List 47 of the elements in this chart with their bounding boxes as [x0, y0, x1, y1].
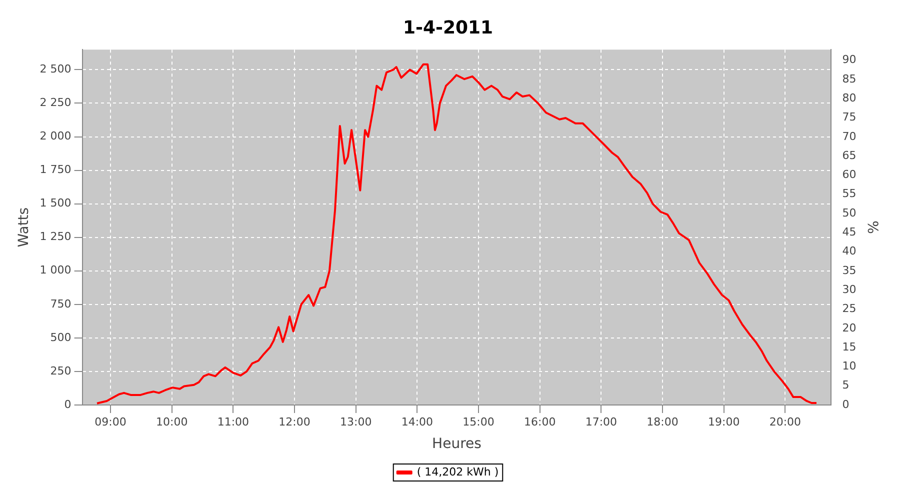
y2-tick-label: 55 [842, 187, 856, 200]
chart-title: 1-4-2011 [402, 17, 494, 38]
y-tick-label: 750 [50, 297, 72, 310]
y2-axis-title: % [864, 220, 880, 234]
y2-tick-label: 5 [842, 378, 850, 392]
x-tick-label: 10:00 [156, 415, 188, 428]
y2-tick-label: 90 [842, 53, 856, 66]
y2-tick-label: 40 [842, 244, 856, 258]
x-tick-label: 20:00 [769, 415, 802, 428]
y2-tick-label: 45 [842, 226, 856, 239]
y-tick-label: 1 250 [40, 230, 72, 244]
x-tick-label: 16:00 [524, 415, 556, 428]
y-tick-label: 2 500 [40, 62, 72, 76]
y-tick-label: 250 [50, 364, 72, 378]
y2-tick-label: 25 [842, 302, 856, 316]
y2-tick-label: 60 [842, 168, 856, 182]
x-tick-label: 13:00 [340, 415, 372, 428]
y-tick-label: 1 500 [40, 196, 72, 210]
x-tick-label: 19:00 [708, 415, 740, 428]
legend-label: ( 14,202 kWh ) [416, 465, 499, 478]
y2-tick-label: 75 [842, 110, 856, 124]
y-tick-label: 2 250 [40, 96, 72, 110]
y-tick-label: 1 750 [40, 163, 72, 176]
y2-tick-label: 0 [842, 398, 850, 411]
x-tick-label: 11:00 [217, 415, 250, 428]
y2-tick-label: 30 [842, 282, 856, 296]
y2-tick-label: 15 [842, 340, 856, 354]
x-tick-label: 14:00 [401, 415, 434, 428]
y2-tick-label: 20 [842, 321, 856, 334]
x-tick-label: 12:00 [278, 415, 310, 428]
x-tick-label: 18:00 [646, 415, 678, 428]
y2-tick-label: 35 [842, 264, 856, 277]
y-tick-label: 2 000 [40, 130, 72, 143]
x-tick-label: 15:00 [462, 415, 494, 428]
y-tick-label: 1 000 [40, 264, 72, 277]
y-tick-label: 0 [64, 398, 72, 411]
x-axis-title: Heures [432, 436, 482, 452]
x-tick-label: 17:00 [585, 415, 618, 428]
y-axis-title: Watts [16, 207, 32, 248]
y2-tick-label: 80 [842, 91, 856, 104]
y2-tick-label: 50 [842, 206, 856, 220]
y2-tick-label: 70 [842, 130, 856, 143]
x-tick-label: 09:00 [94, 415, 126, 428]
y2-tick-label: 85 [842, 72, 856, 86]
y2-tick-label: 10 [842, 360, 856, 373]
y2-tick-label: 65 [842, 148, 856, 162]
y-tick-label: 500 [50, 330, 72, 344]
